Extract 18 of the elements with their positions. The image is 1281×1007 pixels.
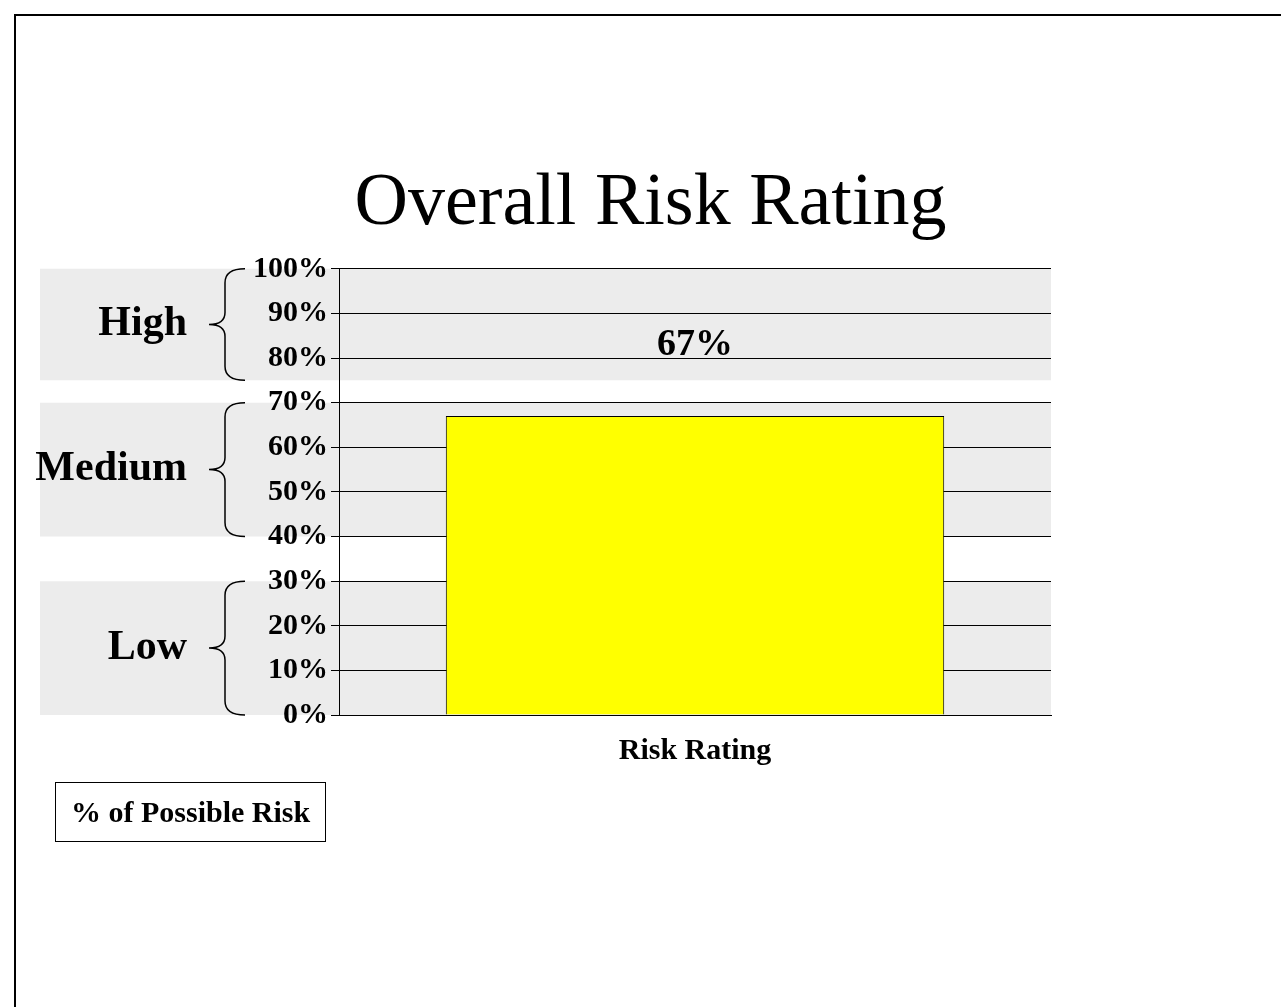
band-label: High [98,298,187,345]
y-tick-label: 20% [268,606,328,640]
y-tick-label: 70% [268,383,328,417]
chart-title: Overall Risk Rating [354,157,947,240]
x-tick-label: Risk Rating [618,731,772,765]
band-label: Medium [35,443,188,490]
y-tick-label: 100% [253,249,328,283]
y-tick-label: 10% [268,651,328,685]
y-tick-label: 30% [268,561,328,595]
band-label: Low [107,621,188,668]
y-tick-label: 50% [268,472,328,506]
text: % of Possible Risk [55,782,327,842]
y-tick-label: 40% [268,517,328,551]
data-label: 67% [657,320,733,363]
y-tick-label: 0% [283,695,328,729]
y-tick-label: 90% [268,294,328,328]
y-tick-label: 80% [268,338,328,372]
y-tick-label: 60% [268,428,328,462]
